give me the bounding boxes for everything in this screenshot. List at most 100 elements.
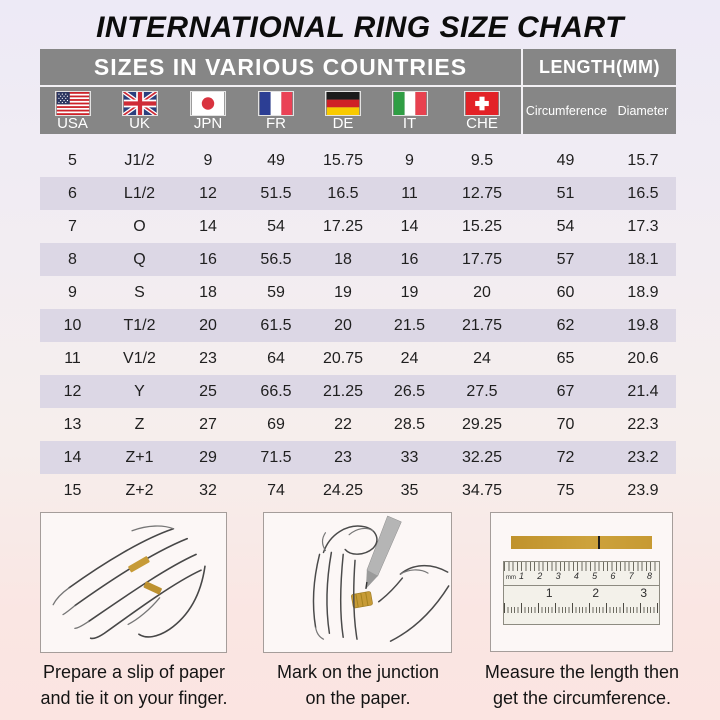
table-cell: 28.5 — [393, 416, 426, 433]
table-cell: 16 — [199, 251, 217, 268]
table-cell: 27.5 — [466, 383, 498, 400]
table-cell: 12 — [199, 185, 217, 202]
table-cell: 24 — [400, 350, 419, 367]
table-cell: 20.6 — [627, 350, 659, 367]
table-cell: 18 — [334, 251, 352, 268]
column-header-diameter: Diameter — [617, 103, 669, 118]
table-cell: 26.5 — [393, 383, 426, 400]
table-cell: 35 — [400, 482, 419, 499]
column-label: JPN — [193, 114, 223, 132]
table-cell: 21.5 — [393, 317, 426, 334]
table-cell: 6 — [68, 185, 77, 202]
column-label: USA — [57, 114, 88, 132]
ruler-number: 1 — [545, 586, 553, 600]
ruler-midline — [504, 585, 659, 586]
table-cell: 14 — [63, 449, 82, 466]
ruler-number: 7 — [628, 571, 634, 581]
japan-flag-icon — [190, 90, 226, 116]
table-cell: 29 — [199, 449, 217, 466]
column-header-che: CHE — [443, 87, 521, 134]
table-cell: 20 — [334, 317, 352, 334]
ruler-number: 2 — [537, 571, 543, 581]
table-row: 13 Z 27 69 22 28.5 29.25 70 22.3 — [40, 408, 676, 441]
instruction-box-prepare — [40, 512, 227, 653]
column-header-usa: USA — [40, 87, 105, 134]
table-cell: 9 — [68, 284, 77, 301]
table-cell: 18.1 — [627, 251, 659, 268]
table-cell: 12 — [63, 383, 82, 400]
table-cell: T1/2 — [123, 317, 156, 334]
column-label: IT — [402, 114, 417, 132]
table-cell: 29.25 — [461, 416, 503, 433]
table-cell: Z+1 — [125, 449, 154, 466]
table-row: 7 O 14 54 17.25 14 15.25 54 17.3 — [40, 210, 676, 243]
table-cell: 24.25 — [322, 482, 364, 499]
table-row: 11 V1/2 23 64 20.75 24 24 65 20.6 — [40, 342, 676, 375]
table-cell: 7 — [68, 218, 77, 235]
table-cell: 13 — [63, 416, 82, 433]
column-header-it: IT — [376, 87, 443, 134]
table-cell: 60 — [556, 284, 575, 301]
table-cell: 23.9 — [627, 482, 659, 499]
ruler-unit-label: mm — [506, 575, 516, 581]
table-cell: 14 — [199, 218, 217, 235]
table-cell: 9 — [203, 152, 213, 169]
strip-mark — [598, 536, 601, 549]
column-label: CHE — [466, 114, 498, 132]
table-cell: 14 — [400, 218, 419, 235]
table-cell: 8 — [68, 251, 77, 268]
table-cell: 17.75 — [461, 251, 503, 268]
table-row: 10 T1/2 20 61.5 20 21.5 21.75 62 19.8 — [40, 309, 676, 342]
ruler-top-numbers: mm 1 2 3 4 5 6 7 8 — [504, 571, 659, 584]
table-cell: 17.25 — [322, 218, 364, 235]
table-cell: 32 — [199, 482, 217, 499]
table-cell: 20 — [199, 317, 217, 334]
table-row: 12 Y 25 66.5 21.25 26.5 27.5 67 21.4 — [40, 375, 676, 408]
table-cell: S — [134, 284, 145, 301]
table-cell: 66.5 — [260, 383, 292, 400]
table-cell: 15.75 — [322, 152, 364, 169]
table-cell: 22 — [334, 416, 352, 433]
table-cell: 18.9 — [627, 284, 659, 301]
table-cell: 20.75 — [322, 350, 364, 367]
paper-strip — [511, 536, 652, 549]
table-cell: 21.25 — [322, 383, 364, 400]
ruler-number: 4 — [573, 571, 579, 581]
table-row: 9 S 18 59 19 19 20 60 18.9 — [40, 276, 676, 309]
column-label: FR — [266, 114, 286, 132]
table-cell: 33 — [400, 449, 419, 466]
length-group-header: LENGTH(MM) — [521, 49, 676, 85]
table-cell: 16.5 — [627, 185, 659, 202]
table-cell: 49 — [267, 152, 285, 169]
table-cell: 72 — [556, 449, 575, 466]
table-cell: 10 — [63, 317, 82, 334]
table-row: 14 Z+1 29 71.5 23 33 32.25 72 23.2 — [40, 441, 676, 474]
table-cell: 32.25 — [461, 449, 503, 466]
table-cell: 34.75 — [461, 482, 503, 499]
table-cell: 69 — [267, 416, 285, 433]
column-header-jpn: JPN — [174, 87, 242, 134]
ruler-bottom-numbers: 1 2 3 — [504, 586, 659, 601]
table-cell: J1/2 — [124, 152, 155, 169]
table-cell: 64 — [267, 350, 285, 367]
ruler-number: 8 — [646, 571, 652, 581]
mark-junction-illustration — [312, 515, 450, 642]
table-row: 6 L1/2 12 51.5 16.5 11 12.75 51 16.5 — [40, 177, 676, 210]
table-cell: 62 — [556, 317, 575, 334]
ruler-bottom-ticks — [504, 601, 659, 613]
table-cell: O — [133, 218, 146, 235]
table-cell: Z — [134, 416, 145, 433]
table-cell: L1/2 — [123, 185, 156, 202]
ruler-number: 5 — [592, 571, 598, 581]
france-flag-icon — [258, 90, 294, 116]
table-cell: 51.5 — [260, 185, 292, 202]
usa-flag-icon — [54, 90, 91, 116]
table-cell: 9 — [405, 152, 414, 169]
ruler-number: 3 — [555, 571, 561, 581]
table-cell: 65 — [556, 350, 575, 367]
column-label: DE — [332, 114, 354, 132]
table-cell: 23 — [199, 350, 217, 367]
ruler-number: 1 — [519, 571, 525, 581]
